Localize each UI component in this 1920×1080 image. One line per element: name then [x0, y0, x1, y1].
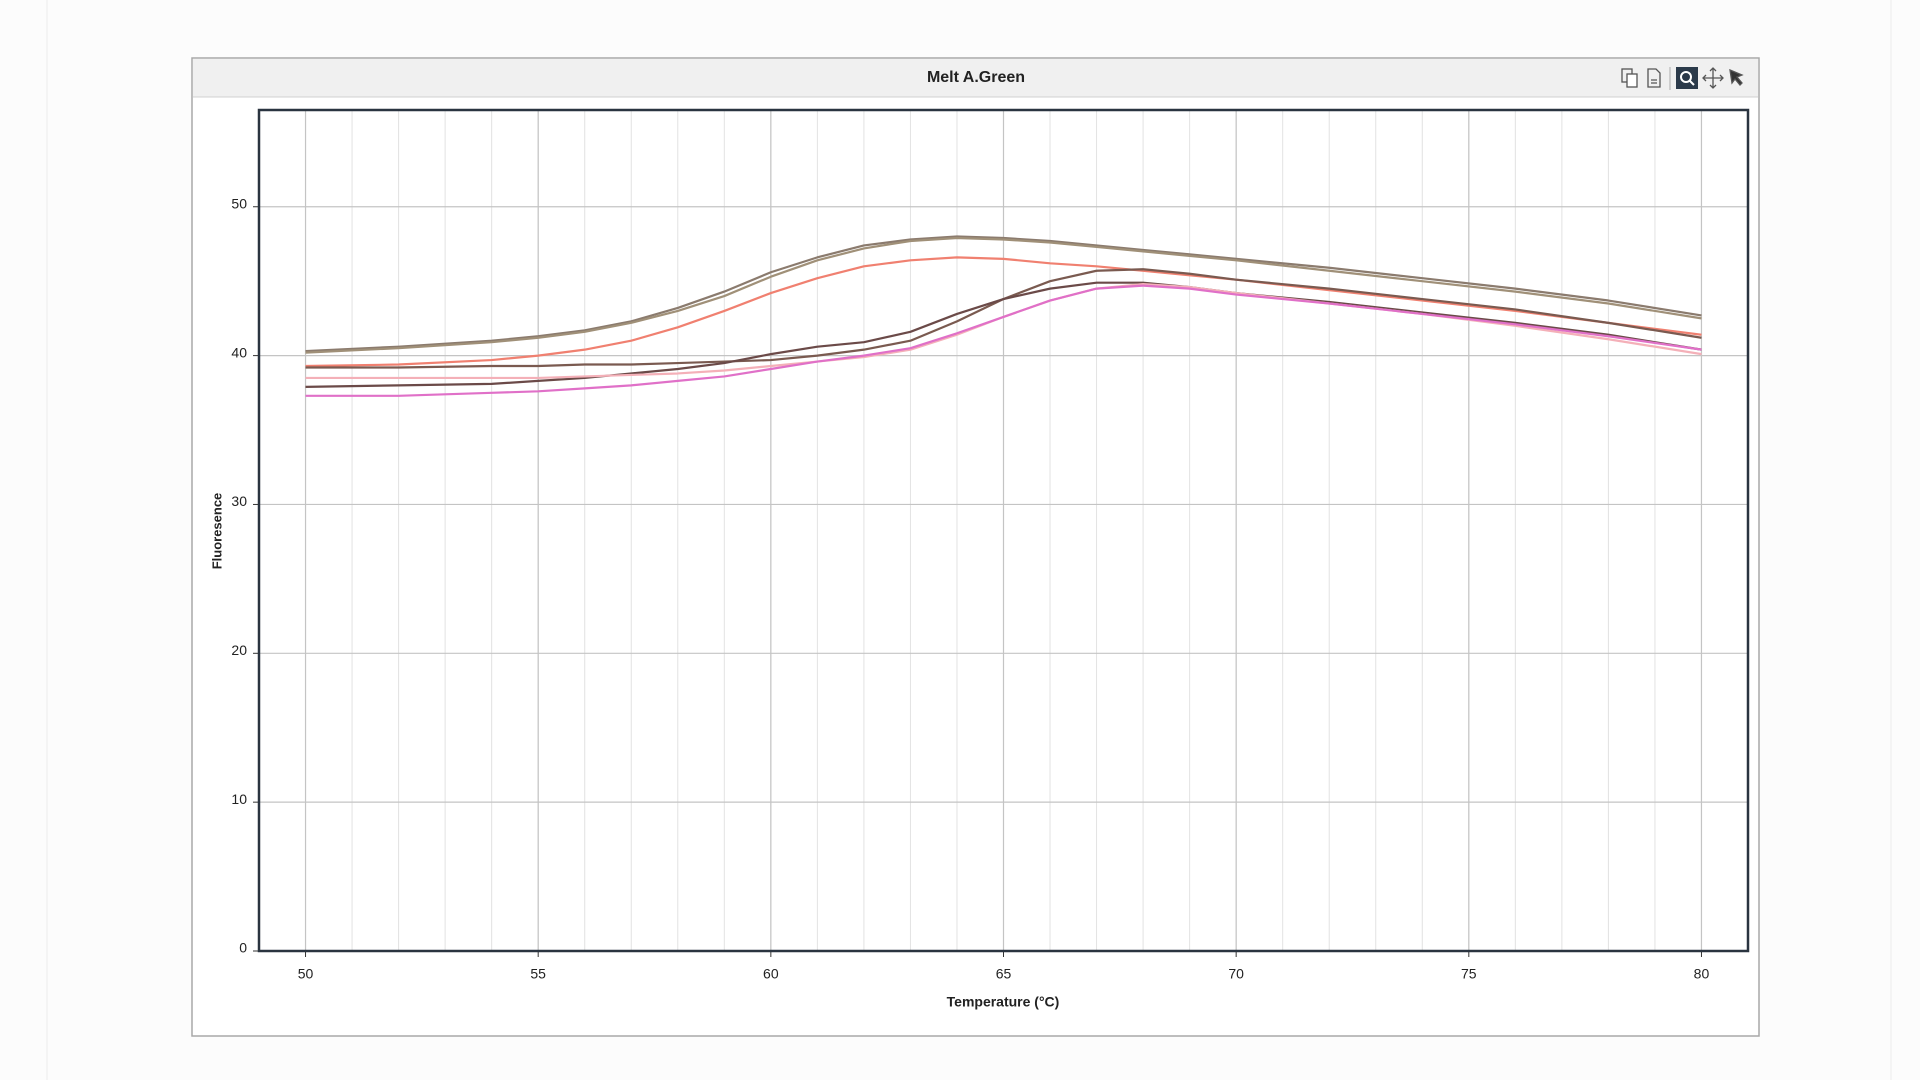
toolbar: [1621, 67, 1744, 90]
series-line: [305, 256, 1702, 368]
x-tick-label: 65: [996, 966, 1012, 982]
x-tick-label: 75: [1461, 966, 1477, 982]
x-tick-label: 70: [1228, 966, 1244, 982]
chart-panel: [191, 57, 1760, 1037]
x-tick-label: 60: [763, 966, 779, 982]
x-axis-label: Temperature (°C): [947, 994, 1060, 1010]
y-tick-label: 40: [231, 344, 247, 360]
y-tick-label: 20: [231, 642, 247, 658]
y-tick-label: 30: [231, 493, 247, 509]
y-tick-label: 0: [239, 940, 247, 956]
plot-area: 50 55 60 65 70 75 80 0 10 20 30 40 50: [231, 108, 1750, 982]
series-line: [305, 281, 1702, 388]
chart-title: Melt A.Green: [927, 69, 1025, 86]
copy-button[interactable]: [1621, 68, 1638, 88]
y-tick-label: 50: [231, 195, 247, 211]
y-tick-label: 10: [231, 791, 247, 807]
series-line: [305, 235, 1702, 353]
pan-button[interactable]: [1702, 67, 1724, 89]
export-button[interactable]: [1647, 68, 1661, 88]
x-tick-label: 55: [530, 966, 546, 982]
plot-frame: [257, 108, 1750, 953]
title-bar: [193, 59, 1758, 97]
zoom-button[interactable]: [1676, 67, 1698, 89]
x-tick-label: 50: [298, 966, 314, 982]
y-axis-label: Fluoresence: [209, 493, 224, 570]
series-line: [305, 284, 1702, 397]
series-line: [305, 268, 1702, 369]
x-tick-label: 80: [1694, 966, 1710, 982]
series-line: [305, 236, 1702, 354]
select-button[interactable]: [1729, 68, 1744, 86]
